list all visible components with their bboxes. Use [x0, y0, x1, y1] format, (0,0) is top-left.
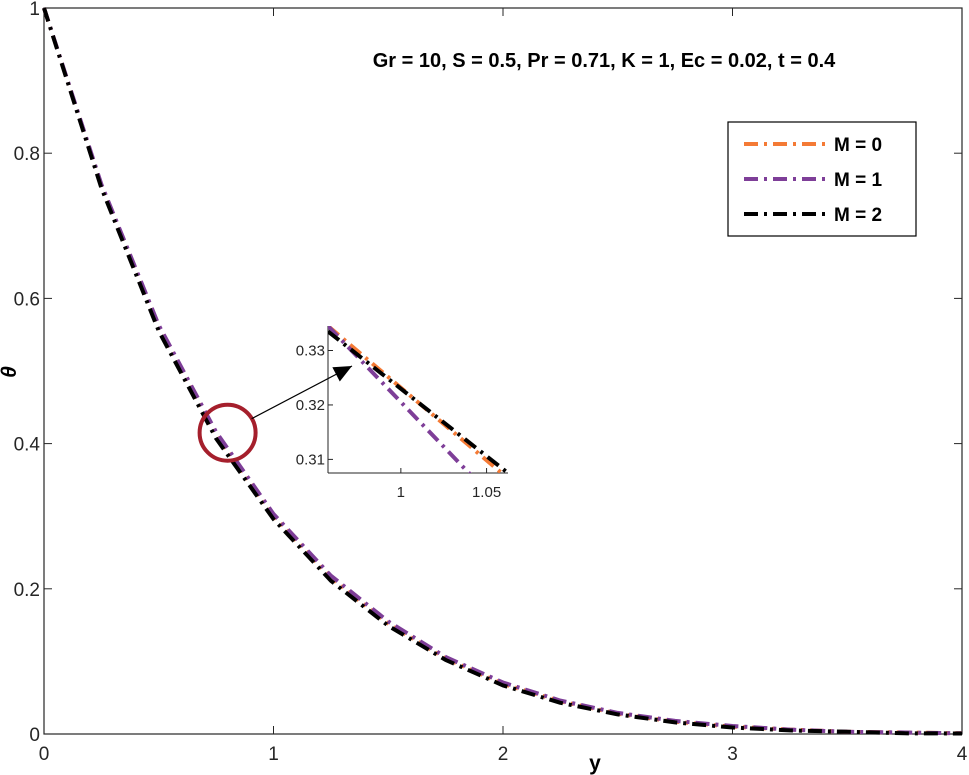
y-tick-label: 0	[29, 725, 40, 746]
zoom-highlight	[197, 365, 353, 463]
inset-y-tick-label: 0.32	[296, 397, 325, 414]
legend: M = 0 M = 1 M = 2	[727, 121, 917, 237]
inset-x-tick-label: 1	[397, 484, 405, 501]
legend-label-m-2: M = 2	[834, 205, 882, 226]
annotation-group: Gr = 10, S = 0.5, Pr = 0.71, K = 1, Ec =…	[373, 50, 836, 72]
x-axis-label: y	[589, 752, 601, 775]
inset-y-tick-label: 0.33	[296, 343, 325, 360]
series-line-m-2	[42, 7, 963, 736]
zoom-arrow-line	[251, 365, 353, 420]
inset-plot: 1 1.05 0.31 0.32 0.33	[296, 326, 508, 501]
y-axis-label: θ	[0, 366, 21, 378]
x-tick-label: 3	[727, 744, 738, 765]
x-tick-label: 4	[957, 744, 968, 765]
x-tick-label: 1	[268, 744, 279, 765]
y-tick-label: 0.2	[14, 580, 40, 601]
y-tick-label: 0.4	[14, 435, 41, 456]
x-tick-label: 0	[39, 744, 50, 765]
inset-x-tick-label: 1.05	[472, 484, 501, 501]
legend-label-m-0: M = 0	[834, 135, 882, 156]
inset-y-tick-label: 0.31	[296, 451, 325, 468]
inset-series-line-m-2	[328, 329, 508, 473]
legend-label-m-1: M = 1	[834, 170, 882, 191]
main-series	[42, 7, 963, 736]
y-tick-label: 0.6	[14, 289, 40, 310]
series-line-m-1	[42, 7, 963, 736]
y-tick-label: 0.8	[14, 144, 40, 165]
zoom-arrow-head	[332, 366, 352, 382]
x-tick-label: 2	[498, 744, 509, 765]
inset-series	[328, 326, 508, 473]
zoom-circle	[197, 402, 258, 463]
y-tick-label: 1	[29, 0, 40, 20]
inset-series-line-m-0	[328, 326, 505, 473]
parameter-annotation: Gr = 10, S = 0.5, Pr = 0.71, K = 1, Ec =…	[373, 50, 836, 72]
